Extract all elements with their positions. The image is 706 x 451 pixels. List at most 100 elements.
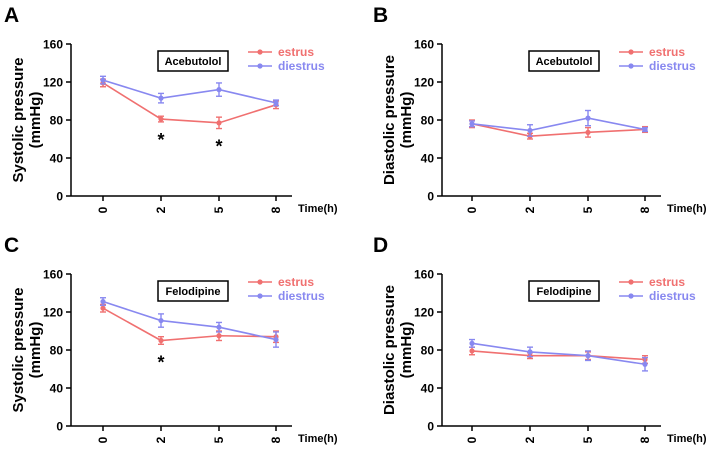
panel-b: B 0 40 80 120 160 0 2 5 8 Time(h) Diastolic pressur… — [373, 4, 706, 215]
panel-c: C 0 40 80 120 160 0 2 5 8 Time(h) Systolic pressure… — [4, 234, 338, 445]
data-point — [469, 348, 475, 354]
legend-marker-estrus — [628, 279, 634, 285]
series-diestrus — [100, 297, 279, 348]
x-tick-label: 2 — [154, 206, 168, 213]
x-tick-label: 8 — [638, 436, 652, 443]
y-tick-label: 160 — [43, 268, 63, 282]
data-point — [216, 120, 222, 126]
y-tick-label: 160 — [43, 38, 63, 52]
significance-marker: * — [157, 352, 164, 372]
y-axis-unit-label: (mmHg) — [398, 322, 415, 379]
data-point — [216, 324, 222, 330]
y-tick-label: 0 — [427, 420, 434, 434]
panel-letter: B — [373, 4, 388, 27]
series-diestrus — [469, 338, 648, 372]
y-axis-label: Systolic pressure — [10, 57, 27, 182]
legend-marker-diestrus — [628, 63, 634, 69]
series-line-diestrus — [471, 342, 646, 366]
series-estrus — [100, 78, 279, 130]
x-tick-label: 2 — [523, 436, 537, 443]
data-point — [273, 100, 279, 106]
data-point — [585, 353, 591, 359]
drug-title-box — [157, 50, 229, 72]
data-point — [469, 340, 475, 346]
legend-marker-estrus — [257, 49, 263, 55]
series-diestrus — [469, 109, 648, 137]
y-tick-label: 160 — [414, 38, 434, 52]
y-tick-label: 120 — [43, 76, 63, 90]
data-point — [158, 337, 164, 344]
x-tick-label: 2 — [523, 206, 537, 213]
y-tick-label: 0 — [56, 420, 63, 434]
drug-title-box — [157, 280, 229, 302]
legend-label-estrus: estrus — [649, 45, 685, 59]
y-tick-label: 120 — [414, 76, 434, 90]
legend-marker-estrus — [628, 49, 634, 55]
data-point — [158, 95, 164, 101]
data-point — [216, 87, 222, 93]
y-tick-label: 160 — [414, 268, 434, 282]
x-tick-label: 2 — [154, 436, 168, 443]
y-tick-label: 80 — [421, 114, 435, 128]
data-point — [100, 298, 106, 305]
panel-d: D 0 40 80 120 160 0 2 5 8 Time(h) Diastolic pressur… — [373, 234, 706, 445]
x-axis-label: Time(h) — [667, 433, 706, 445]
y-tick-label: 40 — [50, 152, 64, 166]
series-line-estrus — [471, 123, 646, 137]
legend-marker-diestrus — [628, 293, 634, 299]
drug-title: Acebutolol — [536, 56, 593, 68]
x-tick-label: 5 — [581, 206, 595, 213]
series-line-diestrus — [102, 300, 277, 341]
legend-label-diestrus: diestrus — [649, 289, 696, 303]
x-tick-label: 0 — [465, 206, 479, 213]
data-point — [642, 126, 648, 133]
series-line-diestrus — [471, 117, 646, 132]
data-point — [527, 349, 533, 355]
y-axis-label: Systolic pressure — [10, 287, 27, 412]
y-axis-label: Diastolic pressure — [381, 285, 398, 415]
y-tick-label: 80 — [50, 114, 64, 128]
y-tick-label: 120 — [43, 306, 63, 320]
series-line-diestrus — [102, 79, 277, 104]
x-tick-label: 0 — [96, 436, 110, 443]
y-axis-unit-label: (mmHg) — [398, 92, 415, 149]
y-tick-label: 40 — [421, 152, 435, 166]
x-tick-label: 5 — [212, 436, 226, 443]
x-axis-label: Time(h) — [298, 203, 338, 215]
y-tick-label: 80 — [421, 344, 435, 358]
data-point — [585, 115, 591, 121]
series-line-estrus — [471, 350, 646, 361]
x-axis-label: Time(h) — [667, 203, 706, 215]
y-tick-label: 40 — [421, 382, 435, 396]
panel-letter: A — [4, 4, 19, 27]
data-point — [158, 317, 164, 324]
x-tick-label: 8 — [638, 206, 652, 213]
data-point — [642, 361, 648, 367]
x-tick-label: 0 — [96, 206, 110, 213]
data-point — [273, 336, 279, 343]
y-tick-label: 0 — [427, 190, 434, 204]
legend-marker-diestrus — [257, 293, 263, 299]
data-point — [585, 129, 591, 135]
y-tick-label: 120 — [414, 306, 434, 320]
legend-label-estrus: estrus — [278, 275, 314, 289]
y-axis-unit-label: (mmHg) — [27, 322, 44, 379]
drug-title: Felodipine — [537, 286, 592, 298]
legend-marker-estrus — [257, 279, 263, 285]
legend-label-diestrus: diestrus — [649, 59, 696, 73]
data-point — [216, 333, 222, 339]
x-tick-label: 8 — [269, 436, 283, 443]
data-point — [469, 121, 475, 127]
x-tick-label: 5 — [212, 206, 226, 213]
series-diestrus — [100, 75, 279, 107]
panel-letter: C — [4, 234, 19, 257]
panel-letter: D — [373, 234, 388, 257]
drug-title-box — [528, 50, 600, 72]
data-point — [158, 116, 164, 122]
legend-label-estrus: estrus — [278, 45, 314, 59]
x-tick-label: 0 — [465, 436, 479, 443]
x-tick-label: 5 — [581, 436, 595, 443]
series-line-estrus — [102, 82, 277, 124]
y-tick-label: 80 — [50, 344, 64, 358]
